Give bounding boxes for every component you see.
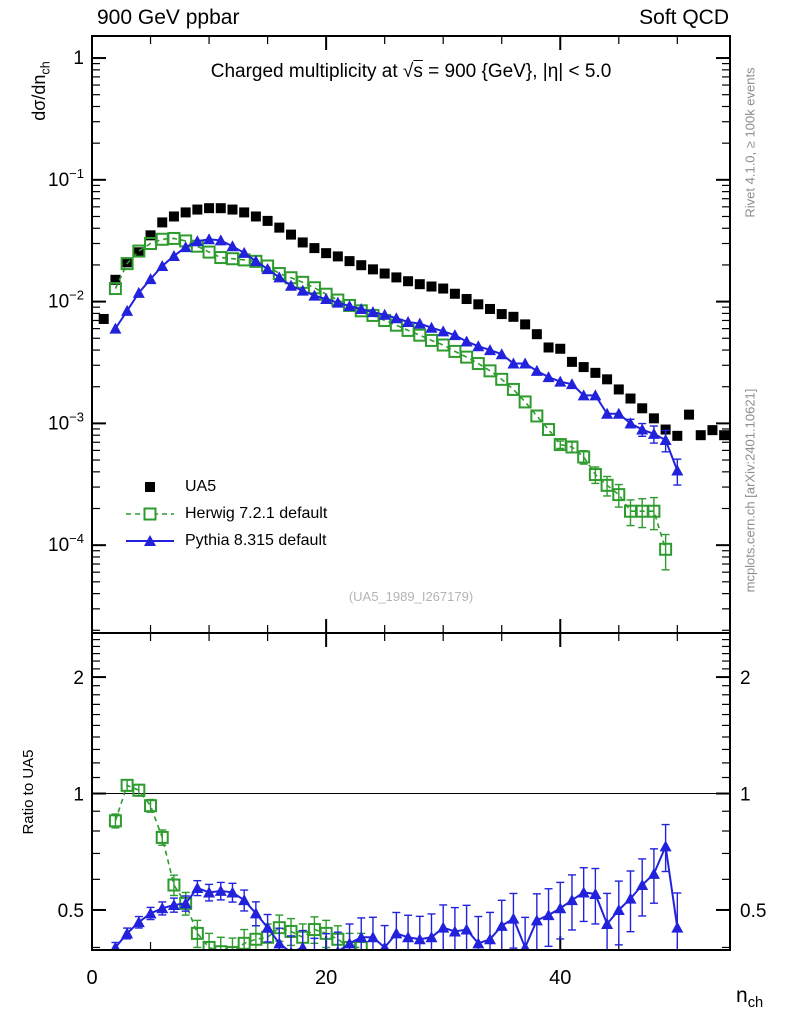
- y-tick-label: 10−4: [48, 531, 84, 556]
- ratio-tick-label-right: 0.5: [740, 901, 766, 922]
- process-group-label: Soft QCD: [639, 6, 729, 29]
- x-axis-label: nch: [736, 984, 764, 1012]
- legend-label: Herwig 7.2.1 default: [185, 504, 328, 522]
- plot-title: Charged multiplicity at √s = 900 {GeV}, …: [92, 61, 730, 83]
- analysis-id-watermark: (UA5_1989_I267179): [348, 589, 474, 604]
- ratio-tick-label-left: 0.5: [58, 901, 84, 922]
- y-axis-label: dσ/dnch: [29, 61, 53, 121]
- plot-title-pre: Charged multiplicity at: [210, 61, 403, 82]
- series-herwig-7-2-1-default-ua5: [108, 778, 368, 949]
- ratio-tick-label-left: 1: [73, 785, 84, 806]
- ratio-y-axis-label: Ratio to UA5: [20, 749, 37, 835]
- series-pythia-8-315-default-ua5: [111, 823, 684, 949]
- legend: UA5 Herwig 7.2.1 default Pythia 8.315 defa…: [124, 473, 327, 554]
- series-pythia-8-315-default: [109, 233, 684, 486]
- legend-label: UA5: [185, 477, 217, 495]
- y-tick-label: 10−2: [48, 288, 84, 313]
- legend-item-ua5: UA5: [124, 473, 327, 500]
- square-open-legend-marker: [126, 507, 174, 520]
- x-tick-label: 40: [549, 967, 571, 989]
- sqrt-argument: s: [413, 61, 423, 82]
- legend-item-herwig-7-2-1-default: Herwig 7.2.1 default: [124, 500, 327, 527]
- y-tick-label: 1: [73, 48, 84, 69]
- ratio-tick-label-left: 2: [73, 668, 84, 689]
- sqrt-symbol: √: [402, 61, 414, 82]
- legend-item-pythia-8-315-default: Pythia 8.315 default: [124, 527, 327, 554]
- series-ua5: [98, 203, 729, 441]
- x-tick-label: 0: [86, 967, 97, 989]
- beam-energy-label: 900 GeV ppbar: [97, 6, 240, 29]
- square-filled-legend-marker: [145, 481, 155, 492]
- legend-label: Pythia 8.315 default: [185, 531, 327, 549]
- triangle-filled-legend-marker: [126, 534, 174, 546]
- plot-title-post: = 900 {GeV}, |η| < 5.0: [422, 61, 612, 82]
- mcplots-reference-text: mcplots.cern.ch [arXiv:2401.10621]: [742, 388, 758, 593]
- x-tick-label: 20: [315, 967, 337, 989]
- y-tick-label: 10−3: [48, 409, 84, 434]
- rivet-version-text: Rivet 4.1.0, ≥ 100k events: [742, 67, 758, 218]
- ratio-tick-label-right: 1: [740, 785, 751, 806]
- ratio-tick-label-right: 2: [740, 668, 751, 689]
- y-tick-label: 10−1: [48, 166, 84, 191]
